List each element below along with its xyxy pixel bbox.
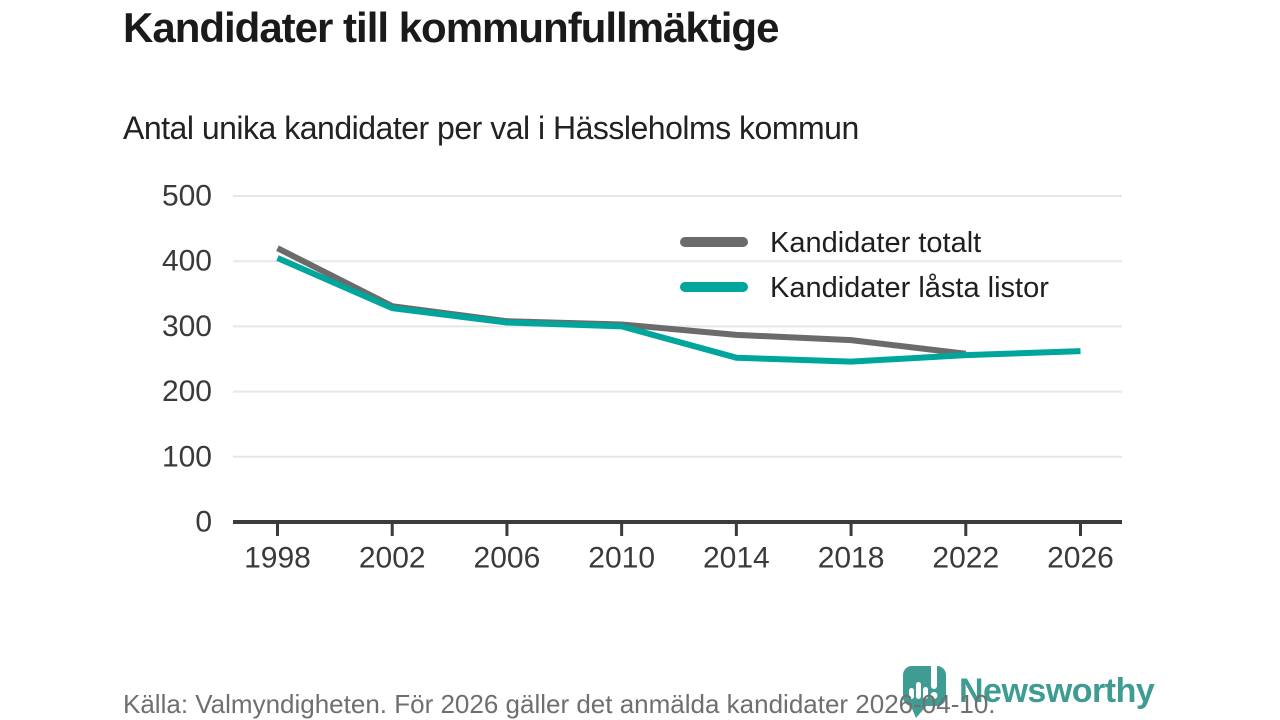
y-tick-label: 0 <box>195 506 212 539</box>
x-tick-label: 2006 <box>474 542 541 575</box>
newsworthy-logo-icon <box>903 662 946 718</box>
x-tick-label: 1998 <box>244 542 311 575</box>
chart-title: Kandidater till kommunfullmäktige <box>123 4 779 51</box>
x-tick-label: 2002 <box>359 542 426 575</box>
y-tick-label: 200 <box>162 375 212 408</box>
source-note: Källa: Valmyndigheten. För 2026 gäller d… <box>123 689 996 719</box>
x-tick-label: 2022 <box>932 542 999 575</box>
brand-name: Newsworthy <box>959 672 1155 710</box>
newsworthy-logo: Newsworthy <box>901 660 1155 720</box>
legend-label-kandidater-l-sta-listor: Kandidater låsta listor <box>770 272 1049 304</box>
legend-label-kandidater-totalt: Kandidater totalt <box>770 227 981 259</box>
series-line-kandidater-l-sta-listor <box>276 255 1081 365</box>
y-tick-label: 100 <box>162 440 212 473</box>
x-tick-label: 2010 <box>588 542 655 575</box>
y-tick-label: 500 <box>162 180 212 213</box>
x-tick-label: 2014 <box>703 542 770 575</box>
y-tick-label: 300 <box>162 310 212 343</box>
chart-subtitle: Antal unika kandidater per val i Hässleh… <box>123 110 859 146</box>
x-tick-label: 2018 <box>818 542 885 575</box>
legend-swatch-kandidater-l-sta-listor <box>680 282 748 292</box>
y-tick-label: 400 <box>162 245 212 278</box>
x-tick-label: 2026 <box>1047 542 1114 575</box>
legend-swatch-kandidater-totalt <box>680 237 748 247</box>
